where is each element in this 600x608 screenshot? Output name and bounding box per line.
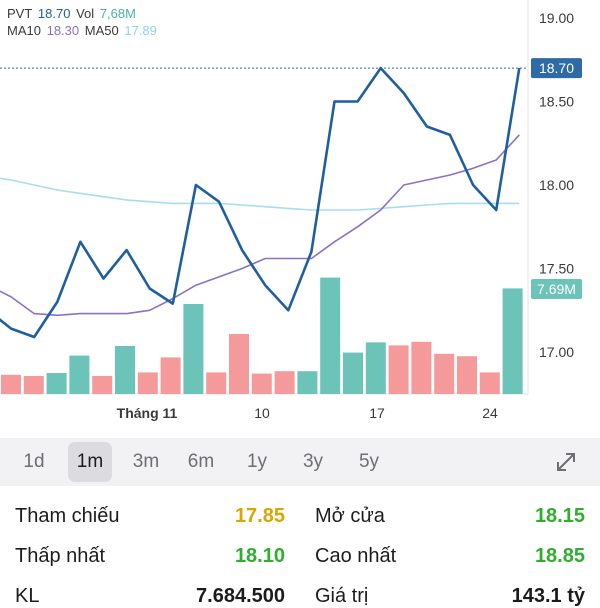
x-tick-label: 17 bbox=[369, 405, 385, 421]
chart-grid bbox=[0, 0, 529, 395]
legend-symbol: PVT bbox=[7, 6, 33, 21]
x-tick-label: 10 bbox=[254, 405, 270, 421]
legend-price: 18.70 bbox=[37, 6, 71, 21]
range-tab-6m[interactable]: 6m bbox=[187, 451, 215, 472]
current-volume-tag bbox=[531, 279, 582, 299]
y-tick-label: 18.50 bbox=[539, 94, 574, 110]
expand-icon[interactable] bbox=[552, 448, 580, 476]
range-tab-3y[interactable]: 3y bbox=[302, 451, 324, 472]
x-tick-label: 24 bbox=[482, 405, 498, 421]
legend-ma50: 17.89 bbox=[124, 23, 157, 38]
stat-label-thap-nhat: Thấp nhất bbox=[15, 545, 106, 567]
legend-ma50-label: MA50 bbox=[84, 23, 119, 38]
current-volume-tag-label: 7.69M bbox=[537, 281, 576, 297]
volume-bar bbox=[251, 373, 272, 394]
x-axis-ticks: Tháng 11 10 17 24 bbox=[117, 405, 498, 421]
volume-bar bbox=[69, 355, 90, 394]
volume-bar bbox=[229, 334, 249, 394]
volume-bar bbox=[206, 372, 227, 394]
stat-value-cao-nhat: 18.85 bbox=[534, 545, 585, 567]
volume-bar bbox=[320, 277, 341, 394]
price-tags: 18.70 7.69M bbox=[531, 58, 582, 299]
stat-value-gia-tri: 143.1 tỷ bbox=[511, 585, 585, 607]
ma50-line bbox=[0, 177, 520, 211]
y-tick-label: 19.00 bbox=[539, 10, 574, 26]
volume-bar bbox=[365, 342, 386, 394]
legend-ma10: 18.30 bbox=[46, 23, 80, 38]
volume-bar bbox=[92, 376, 113, 394]
x-tick-label: Tháng 11 bbox=[117, 405, 178, 421]
ma10-line bbox=[0, 134, 520, 317]
stat-value-tham-chieu: 17.85 bbox=[234, 505, 285, 527]
current-price-tag bbox=[531, 58, 582, 79]
stat-value-thap-nhat: 18.10 bbox=[234, 545, 285, 567]
y-tick-label: 17.00 bbox=[539, 344, 574, 360]
stat-label-gia-tri: Giá trị bbox=[315, 585, 369, 607]
stat-label-cao-nhat: Cao nhất bbox=[315, 545, 397, 567]
volume-bar bbox=[274, 371, 295, 394]
volume-bar bbox=[411, 341, 432, 394]
range-tab-1d[interactable]: 1d bbox=[23, 451, 45, 472]
range-tab-3m[interactable]: 3m bbox=[132, 451, 160, 472]
volume-bar bbox=[137, 372, 158, 394]
volume-bar bbox=[502, 288, 523, 394]
price-line bbox=[0, 66, 521, 339]
volume-bar bbox=[457, 356, 477, 394]
stat-label-tham-chieu: Tham chiếu bbox=[15, 505, 120, 527]
stat-label-mo-cua: Mở cửa bbox=[315, 505, 385, 527]
volume-bar bbox=[183, 304, 204, 394]
volume-bar bbox=[1, 374, 21, 394]
current-price-tag-label: 18.70 bbox=[539, 60, 574, 76]
volume-bar bbox=[479, 372, 500, 394]
range-tab-5y[interactable]: 5y bbox=[358, 451, 380, 472]
stat-label-kl: KL bbox=[15, 585, 40, 607]
legend-ma10-label: MA10 bbox=[7, 23, 41, 38]
chart-lines bbox=[0, 66, 528, 339]
price-chart[interactable]: 19.00 18.50 18.00 17.50 17.00 Tháng 11 10 17 24… bbox=[0, 0, 600, 430]
y-tick-label: 18.00 bbox=[539, 177, 574, 193]
range-tab-1y[interactable]: 1y bbox=[246, 451, 268, 472]
volume-bar bbox=[46, 373, 67, 394]
legend-vol: 7,68M bbox=[99, 6, 136, 21]
legend-vol-label: Vol bbox=[76, 6, 95, 21]
legend-line-2: MA10 18.30 MA50 17.89 bbox=[7, 23, 159, 39]
legend-line-1: PVT 18.70 Vol 7,68M bbox=[7, 6, 138, 22]
volume-bar bbox=[343, 352, 363, 394]
y-axis-ticks: 19.00 18.50 18.00 17.50 17.00 bbox=[539, 10, 574, 360]
y-tick-label: 17.50 bbox=[539, 261, 574, 277]
volume-bar bbox=[434, 353, 455, 394]
volume-bar bbox=[388, 345, 409, 394]
volume-bar bbox=[23, 376, 44, 394]
volume-bar bbox=[297, 371, 318, 394]
volume-bar bbox=[160, 357, 181, 394]
range-selector: 1d 1m 3m 6m 1y 3y 5y bbox=[0, 438, 600, 486]
range-tab-1m[interactable]: 1m bbox=[68, 442, 112, 482]
stat-value-kl: 7.684.500 bbox=[196, 585, 285, 607]
volume-bar bbox=[115, 346, 135, 394]
volume-bars bbox=[1, 277, 523, 394]
stat-value-mo-cua: 18.15 bbox=[534, 505, 585, 527]
